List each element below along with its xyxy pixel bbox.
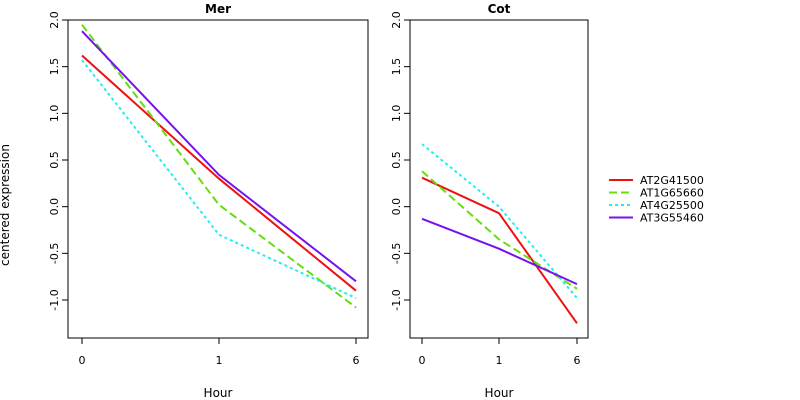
plot-frame	[409, 19, 589, 339]
y-tick-label: 0.0	[48, 198, 61, 216]
series-line-at1g65660	[81, 24, 357, 309]
series-line-at3g55460	[81, 30, 357, 283]
y-axis-label: centered expression	[0, 144, 12, 266]
series-line-at4g25500	[81, 59, 357, 300]
legend-label: AT1G65660	[640, 187, 704, 200]
panel-mer: Mer -1.0 -0.5 0.0 0.5 1.0 1.5 2.0 0 1 6 Hour	[48, 2, 369, 400]
y-tick-label: 1.5	[390, 58, 403, 76]
y-tick-label: 1.0	[48, 105, 61, 123]
y-tick-label: -1.0	[390, 289, 403, 310]
y-tick-label: -0.5	[390, 243, 403, 264]
series-line-at3g55460	[421, 217, 578, 286]
x-axis-label: Hour	[485, 386, 514, 400]
series-line-at1g65660	[421, 170, 578, 290]
legend-label: AT2G41500	[640, 174, 704, 187]
chart-panels: Mer -1.0 -0.5 0.0 0.5 1.0 1.5 2.0 0 1 6 Hour Cot -1.0…	[48, 2, 589, 400]
y-tick-label: 2.0	[390, 11, 403, 29]
y-tick-label: 0.0	[390, 198, 403, 216]
x-tick-label: 1	[216, 354, 223, 367]
x-tick-label: 6	[353, 354, 360, 367]
y-tick-label: 0.5	[390, 151, 403, 169]
legend-item: AT1G65660	[609, 187, 704, 200]
series-line-at2g41500	[81, 54, 357, 292]
legend-item: AT2G41500	[609, 174, 704, 187]
x-axis-label: Hour	[204, 386, 233, 400]
y-tick-label: 1.5	[48, 58, 61, 76]
x-tick-label: 0	[419, 354, 426, 367]
panel-title: Mer	[205, 2, 231, 16]
panel-title: Cot	[488, 2, 511, 16]
x-tick-label: 0	[79, 354, 86, 367]
y-tick-label: -1.0	[48, 289, 61, 310]
y-tick-label: 1.0	[390, 105, 403, 123]
series-line-at2g41500	[421, 176, 578, 324]
x-tick-label: 6	[574, 354, 581, 367]
plot-frame	[67, 19, 369, 339]
legend-item: AT3G55460	[609, 212, 704, 225]
y-tick-label: 0.5	[48, 151, 61, 169]
x-tick-label: 1	[496, 354, 503, 367]
legend-label: AT4G25500	[640, 199, 704, 212]
legend-label: AT3G55460	[640, 212, 704, 225]
panel-cot: Cot -1.0 -0.5 0.0 0.5 1.0 1.5 2.0 0 1 6 Hour	[390, 2, 589, 400]
y-tick-label: 2.0	[48, 11, 61, 29]
y-tick-label: -0.5	[48, 243, 61, 264]
legend-item: AT4G25500	[609, 199, 704, 212]
